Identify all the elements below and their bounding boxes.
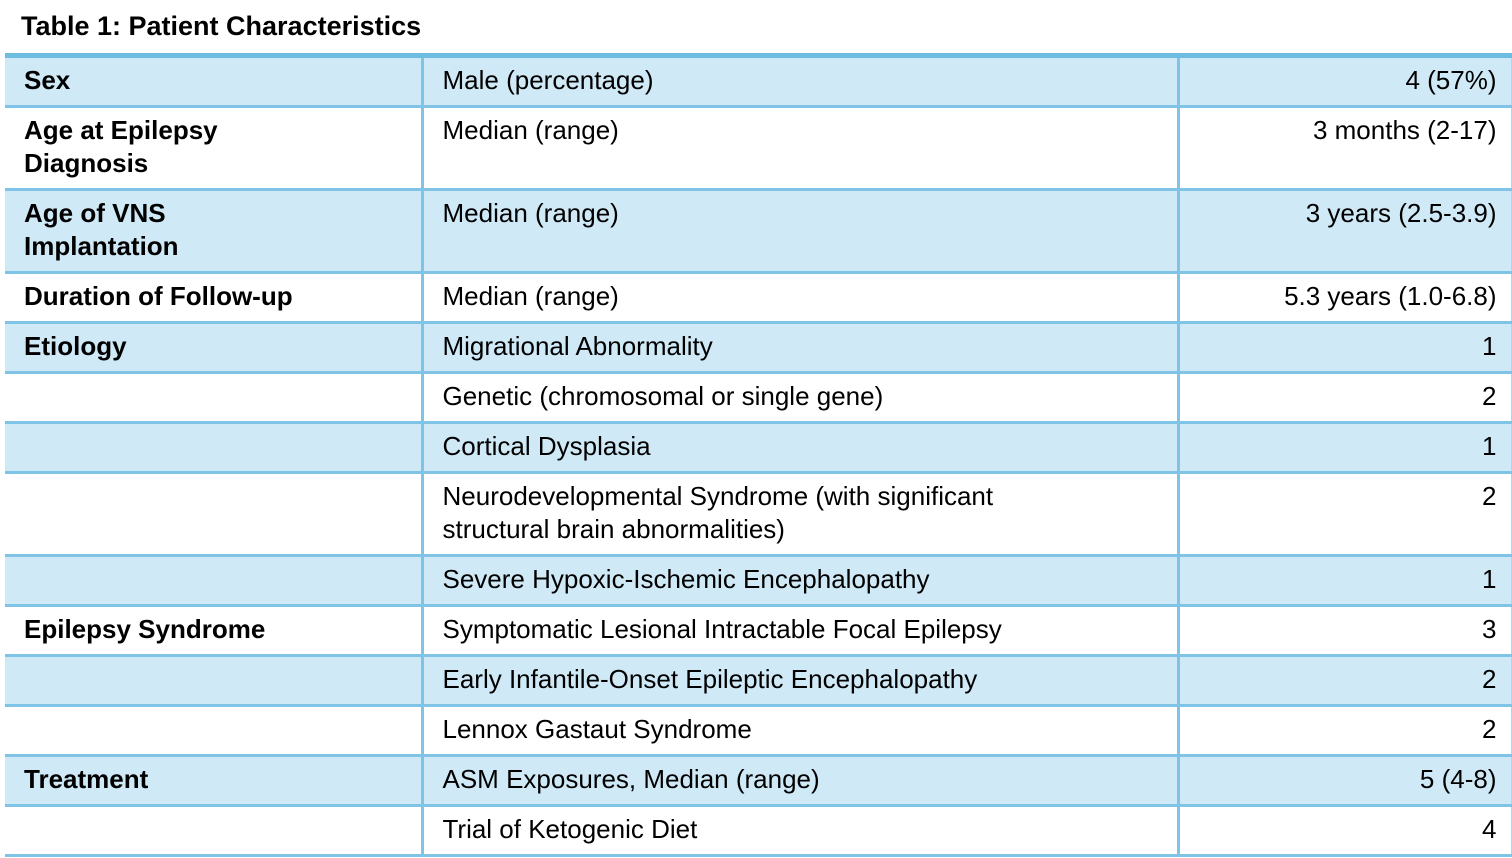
cell-category: Duration of Follow-up (5, 272, 424, 324)
table-row: Duration of Follow-up Median (range) 5.3 y… (5, 272, 1512, 324)
table-row: Treatment ASM Exposures, Median (range) 5 … (5, 755, 1512, 807)
cell-description: Lennox Gastaut Syndrome (422, 705, 1180, 757)
cell-value: 4 (1178, 805, 1512, 857)
cell-description: Median (range) (422, 272, 1180, 324)
cell-value: 3 years (2.5-3.9) (1178, 189, 1512, 274)
table-row: Age at Epilepsy Diagnosis Median (range) 3… (5, 106, 1512, 191)
cell-description: Early Infantile-Onset Epileptic Encephal… (422, 655, 1180, 707)
cell-description: Cortical Dysplasia (422, 422, 1180, 474)
cell-value: 4 (57%) (1178, 55, 1512, 108)
patient-characteristics-table: Sex Male (percentage) 4 (57%) Age at Epilep… (5, 53, 1512, 857)
table-row: Genetic (chromosomal or single gene) 2 (5, 372, 1512, 424)
table-row: Sex Male (percentage) 4 (57%) (5, 55, 1512, 108)
cell-category (5, 555, 424, 607)
cell-category: Age at Epilepsy Diagnosis (5, 106, 424, 191)
cell-category: Sex (5, 55, 424, 108)
table-row: Age of VNS Implantation Median (range) 3 y… (5, 189, 1512, 274)
cell-description: Median (range) (422, 106, 1180, 191)
cell-value: 5 (4-8) (1178, 755, 1512, 807)
cell-description: Neurodevelopmental Syndrome (with signif… (422, 472, 1180, 557)
cell-value: 1 (1178, 422, 1512, 474)
table-row: Epilepsy Syndrome Symptomatic Lesional In… (5, 605, 1512, 657)
cell-category: Treatment (5, 755, 424, 807)
table-row: Severe Hypoxic-Ischemic Encephalopathy 1 (5, 555, 1512, 607)
cell-description: Median (range) (422, 189, 1180, 274)
table-row: Neurodevelopmental Syndrome (with signif… (5, 472, 1512, 557)
cell-value: 5.3 years (1.0-6.8) (1178, 272, 1512, 324)
cell-value: 3 months (2-17) (1178, 106, 1512, 191)
cell-description: Male (percentage) (422, 55, 1180, 108)
table-row: Lennox Gastaut Syndrome 2 (5, 705, 1512, 757)
cell-category (5, 372, 424, 424)
cell-category (5, 655, 424, 707)
cell-value: 2 (1178, 655, 1512, 707)
cell-category (5, 422, 424, 474)
cell-description: Migrational Abnormality (422, 322, 1180, 374)
cell-value: 1 (1178, 322, 1512, 374)
cell-value: 2 (1178, 372, 1512, 424)
cell-description: Symptomatic Lesional Intractable Focal E… (422, 605, 1180, 657)
cell-description: Genetic (chromosomal or single gene) (422, 372, 1180, 424)
cell-category: Epilepsy Syndrome (5, 605, 424, 657)
table-row: Trial of Ketogenic Diet 4 (5, 805, 1512, 857)
cell-value: 2 (1178, 705, 1512, 757)
cell-value: 3 (1178, 605, 1512, 657)
cell-value: 1 (1178, 555, 1512, 607)
cell-category: Age of VNS Implantation (5, 189, 424, 274)
cell-description: Trial of Ketogenic Diet (422, 805, 1180, 857)
table-row: Early Infantile-Onset Epileptic Encephal… (5, 655, 1512, 707)
cell-category (5, 705, 424, 757)
table-row: Cortical Dysplasia 1 (5, 422, 1512, 474)
cell-category (5, 472, 424, 557)
cell-description: ASM Exposures, Median (range) (422, 755, 1180, 807)
cell-description: Severe Hypoxic-Ischemic Encephalopathy (422, 555, 1180, 607)
cell-category: Etiology (5, 322, 424, 374)
table-row: Etiology Migrational Abnormality 1 (5, 322, 1512, 374)
cell-category (5, 805, 424, 857)
cell-value: 2 (1178, 472, 1512, 557)
table-body: Sex Male (percentage) 4 (57%) Age at Epilep… (5, 55, 1512, 857)
table-title: Table 1: Patient Characteristics (21, 11, 422, 41)
